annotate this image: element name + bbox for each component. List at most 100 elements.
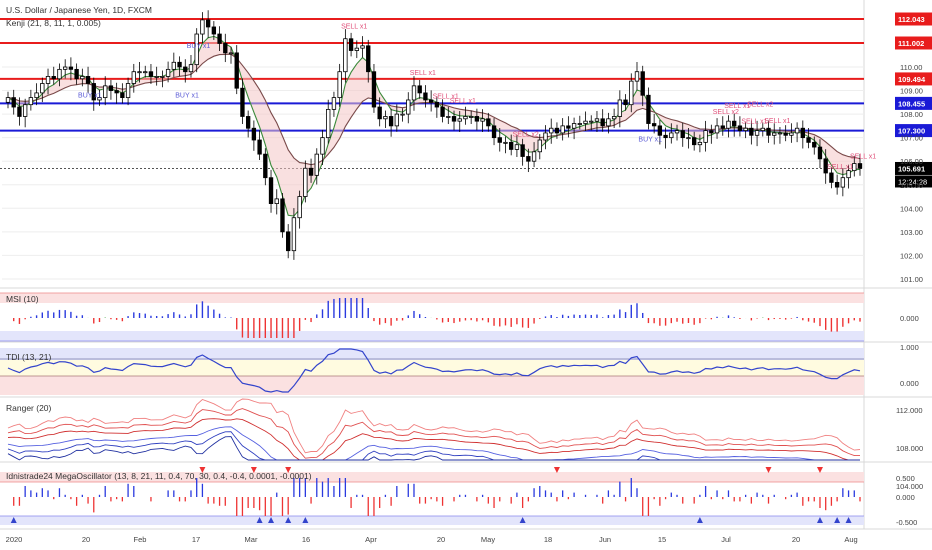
candle[interactable]: [486, 118, 491, 127]
tdi-pane[interactable]: 1.000 0.000: [0, 343, 919, 395]
candle[interactable]: [663, 134, 668, 139]
candle[interactable]: [446, 116, 451, 118]
candle[interactable]: [520, 144, 525, 157]
candle[interactable]: [297, 196, 302, 219]
candle[interactable]: [611, 116, 617, 120]
candle[interactable]: [217, 33, 222, 44]
candle[interactable]: [274, 198, 279, 204]
time-axis[interactable]: 2020 20 Feb 17 Mar 16 Apr 20 May 18 Jun 15 Jul 20 Aug: [6, 535, 858, 544]
candle[interactable]: [657, 125, 663, 136]
candle[interactable]: [308, 167, 314, 176]
tdi-title[interactable]: TDI (13, 21): [6, 352, 52, 362]
candle[interactable]: [251, 127, 257, 141]
mega-oscillator-title[interactable]: Idnistrade24 MegaOscillator (13, 8, 21, …: [6, 471, 312, 481]
candle[interactable]: [491, 125, 497, 139]
candle[interactable]: [280, 198, 285, 233]
candle[interactable]: [268, 177, 274, 204]
candle[interactable]: [726, 120, 731, 129]
candle[interactable]: [320, 137, 325, 155]
candle[interactable]: [125, 83, 131, 99]
candle[interactable]: [205, 19, 211, 28]
candle[interactable]: [165, 68, 171, 77]
candle[interactable]: [188, 64, 194, 73]
candle[interactable]: [200, 19, 205, 35]
price-level-lines[interactable]: 112.043 111.002 109.494 108.455 107.300 105.6…: [0, 12, 932, 188]
candle[interactable]: [286, 231, 291, 252]
candle[interactable]: [257, 139, 262, 155]
candle[interactable]: [600, 118, 605, 127]
candle[interactable]: [543, 132, 548, 141]
candle[interactable]: [686, 137, 691, 140]
candle[interactable]: [800, 127, 805, 139]
candle[interactable]: [526, 156, 531, 162]
candle[interactable]: [566, 125, 571, 129]
candle[interactable]: [766, 127, 771, 136]
candle[interactable]: [228, 52, 234, 55]
candle[interactable]: [703, 130, 708, 143]
candle[interactable]: [223, 43, 228, 54]
candle[interactable]: [194, 33, 199, 66]
candle[interactable]: [177, 61, 182, 68]
candle[interactable]: [17, 106, 22, 117]
candle[interactable]: [68, 66, 74, 70]
candle[interactable]: [857, 163, 863, 169]
candle[interactable]: [772, 132, 777, 136]
candle[interactable]: [794, 127, 800, 134]
candle[interactable]: [692, 137, 697, 146]
candle[interactable]: [594, 118, 600, 122]
candle[interactable]: [103, 85, 108, 99]
candle[interactable]: [720, 125, 725, 129]
candle[interactable]: [709, 130, 714, 134]
candle[interactable]: [143, 71, 148, 74]
candle[interactable]: [85, 76, 91, 84]
candle[interactable]: [714, 125, 720, 134]
candle[interactable]: [812, 141, 817, 148]
candle[interactable]: [331, 97, 337, 110]
candle[interactable]: [737, 125, 743, 131]
candle[interactable]: [817, 146, 823, 160]
candle[interactable]: [337, 71, 342, 99]
candle[interactable]: [451, 116, 457, 122]
candle[interactable]: [74, 68, 79, 80]
candle[interactable]: [11, 97, 16, 108]
ranger-title[interactable]: Ranger (20): [6, 403, 52, 413]
candle[interactable]: [732, 120, 737, 127]
candle[interactable]: [440, 106, 445, 117]
candle[interactable]: [497, 137, 502, 143]
candle[interactable]: [91, 83, 96, 101]
candle[interactable]: [617, 99, 623, 117]
candle[interactable]: [40, 83, 45, 94]
candle[interactable]: [394, 113, 400, 127]
candle[interactable]: [34, 92, 39, 99]
candle[interactable]: [303, 167, 308, 197]
candle[interactable]: [823, 158, 828, 174]
candle[interactable]: [63, 66, 68, 70]
candle[interactable]: [537, 139, 542, 153]
candle[interactable]: [428, 99, 434, 103]
candle[interactable]: [371, 71, 377, 108]
candle[interactable]: [463, 116, 468, 120]
candle[interactable]: [57, 68, 62, 80]
candle[interactable]: [777, 132, 783, 135]
candle[interactable]: [377, 106, 382, 120]
candle[interactable]: [474, 116, 480, 122]
candle[interactable]: [806, 137, 811, 143]
candle[interactable]: [846, 170, 851, 179]
candle[interactable]: [697, 141, 703, 146]
candle[interactable]: [651, 123, 657, 127]
candle[interactable]: [154, 76, 159, 78]
candle[interactable]: [840, 177, 846, 188]
candle[interactable]: [434, 101, 440, 108]
candle[interactable]: [108, 85, 114, 91]
candle[interactable]: [80, 76, 85, 80]
candle[interactable]: [314, 153, 319, 176]
candle[interactable]: [263, 153, 268, 179]
candle[interactable]: [137, 71, 142, 74]
candle[interactable]: [640, 71, 645, 96]
candle[interactable]: [291, 217, 297, 252]
candle[interactable]: [554, 127, 560, 134]
candle[interactable]: [234, 52, 239, 89]
candle[interactable]: [28, 97, 34, 106]
candle[interactable]: [503, 141, 508, 144]
